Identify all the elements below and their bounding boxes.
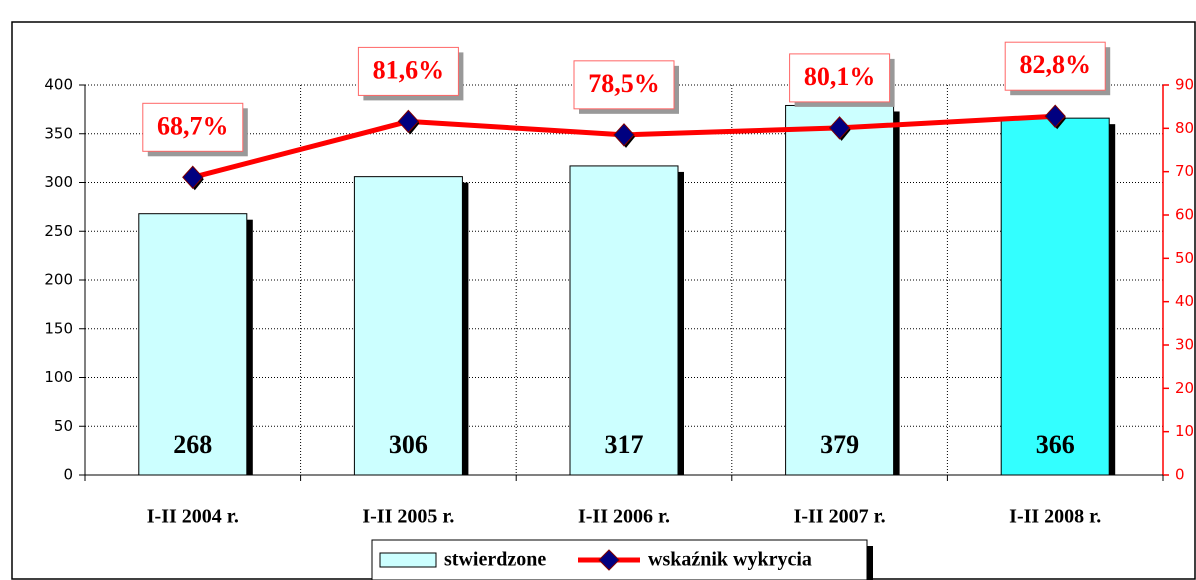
- line-value-label: 68,7%: [157, 111, 229, 140]
- y2-tick-label: 20: [1175, 379, 1194, 397]
- y-tick-label: 250: [44, 222, 73, 240]
- line-value-label: 80,1%: [804, 62, 876, 91]
- y-tick-label: 300: [44, 173, 73, 191]
- legend-swatch-bar: [379, 552, 437, 568]
- y-tick-label: 150: [44, 319, 73, 337]
- label-box: [357, 46, 459, 96]
- y-tick-label: 400: [44, 76, 73, 94]
- bar: [1000, 117, 1110, 476]
- y-tick-label: 50: [54, 417, 73, 435]
- bar-value-label: 306: [389, 430, 428, 459]
- y-tick-label: 350: [44, 124, 73, 142]
- legend-label: stwierdzone: [444, 549, 546, 571]
- marker: [613, 123, 635, 147]
- x-tick-label: I-II 2008 r.: [1009, 506, 1101, 528]
- x-tick-label: I-II 2007 r.: [794, 506, 886, 528]
- line-value-label: 81,6%: [373, 55, 445, 84]
- line-value-label: 78,5%: [588, 69, 660, 98]
- marker: [397, 109, 420, 134]
- label-box: [1004, 41, 1106, 91]
- marker: [182, 165, 204, 190]
- y2-tick-label: 60: [1175, 206, 1194, 224]
- label-box: [789, 53, 891, 103]
- bar: [785, 104, 895, 476]
- legend-label: wskaźnik wykrycia: [648, 549, 812, 571]
- y-tick-label: 0: [63, 466, 73, 484]
- line-value-label: 82,8%: [1019, 50, 1091, 79]
- y2-tick-label: 90: [1175, 76, 1194, 94]
- x-tick-label: I-II 2004 r.: [147, 506, 239, 528]
- x-tick-label: I-II 2005 r.: [362, 506, 454, 528]
- y-tick-label: 100: [44, 368, 73, 386]
- legend-swatch-marker: [598, 549, 620, 571]
- y2-tick-label: 0: [1175, 466, 1185, 484]
- bar: [569, 165, 679, 476]
- bar-value-label: 366: [1036, 430, 1075, 459]
- y2-tick-label: 50: [1175, 249, 1194, 267]
- label-box: [142, 102, 244, 152]
- label-box: [573, 60, 675, 110]
- marker: [828, 116, 851, 140]
- bar-value-label: 268: [173, 430, 212, 459]
- y-tick-label: 200: [44, 271, 73, 289]
- x-tick-label: I-II 2006 r.: [578, 506, 670, 528]
- bar-value-label: 379: [820, 430, 859, 459]
- bar: [138, 213, 248, 476]
- y2-tick-label: 70: [1175, 162, 1194, 180]
- y2-tick-label: 80: [1175, 119, 1194, 137]
- bar-value-label: 317: [605, 430, 644, 459]
- bar: [353, 176, 463, 476]
- y2-tick-label: 10: [1175, 422, 1194, 440]
- y2-tick-label: 30: [1175, 336, 1194, 354]
- marker: [1044, 104, 1066, 128]
- y2-tick-label: 40: [1175, 292, 1194, 310]
